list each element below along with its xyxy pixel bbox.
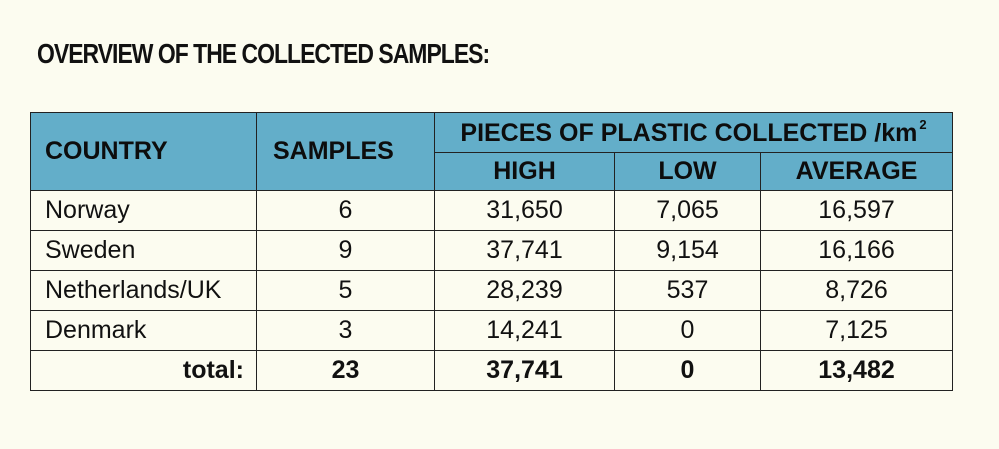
total-samples: 23 bbox=[256, 350, 435, 391]
table-row: Denmark 3 14,241 0 7,125 bbox=[30, 310, 954, 351]
table-row: Sweden 9 37,741 9,154 16,166 bbox=[30, 230, 954, 271]
cell-high: 14,241 bbox=[434, 310, 615, 351]
cell-average: 8,726 bbox=[759, 270, 954, 311]
cell-low: 537 bbox=[614, 270, 761, 311]
total-average: 13,482 bbox=[759, 350, 954, 391]
header-row: COUNTRY SAMPLES PIECES OF PLASTIC COLLEC… bbox=[30, 112, 954, 191]
cell-average: 16,166 bbox=[759, 230, 954, 271]
cell-country: Norway bbox=[30, 190, 257, 231]
column-header-plastic-group: PIECES OF PLASTIC COLLECTED /km 2 bbox=[433, 112, 954, 153]
cell-samples: 6 bbox=[256, 190, 435, 231]
column-header-low: LOW bbox=[614, 152, 761, 191]
page-title: OVERVIEW OF THE COLLECTED SAMPLES: bbox=[37, 38, 490, 69]
total-low: 0 bbox=[614, 350, 761, 391]
cell-country: Denmark bbox=[30, 310, 257, 351]
total-high: 37,741 bbox=[434, 350, 615, 391]
column-header-samples: SAMPLES bbox=[256, 112, 435, 191]
cell-samples: 3 bbox=[256, 310, 435, 351]
plastic-group-label: PIECES OF PLASTIC COLLECTED /km bbox=[460, 119, 918, 147]
cell-samples: 5 bbox=[256, 270, 435, 311]
cell-low: 7,065 bbox=[614, 190, 761, 231]
column-header-average: AVERAGE bbox=[759, 152, 954, 191]
cell-high: 28,239 bbox=[434, 270, 615, 311]
column-header-high: HIGH bbox=[434, 152, 615, 191]
cell-average: 7,125 bbox=[759, 310, 954, 351]
table-row: Norway 6 31,650 7,065 16,597 bbox=[30, 190, 954, 231]
cell-low: 9,154 bbox=[614, 230, 761, 271]
total-row: total: 23 37,741 0 13,482 bbox=[30, 350, 954, 391]
plastic-group-superscript: 2 bbox=[919, 117, 927, 132]
cell-country: Netherlands/UK bbox=[30, 270, 257, 311]
cell-average: 16,597 bbox=[759, 190, 954, 231]
table-row: Netherlands/UK 5 28,239 537 8,726 bbox=[30, 270, 954, 311]
samples-table: COUNTRY SAMPLES PIECES OF PLASTIC COLLEC… bbox=[30, 112, 954, 391]
cell-high: 37,741 bbox=[434, 230, 615, 271]
cell-low: 0 bbox=[614, 310, 761, 351]
total-label: total: bbox=[30, 350, 257, 391]
cell-country: Sweden bbox=[30, 230, 257, 271]
cell-samples: 9 bbox=[256, 230, 435, 271]
subheader-row: HIGH LOW AVERAGE bbox=[31, 152, 954, 191]
column-header-country: COUNTRY bbox=[30, 112, 257, 191]
cell-high: 31,650 bbox=[434, 190, 615, 231]
